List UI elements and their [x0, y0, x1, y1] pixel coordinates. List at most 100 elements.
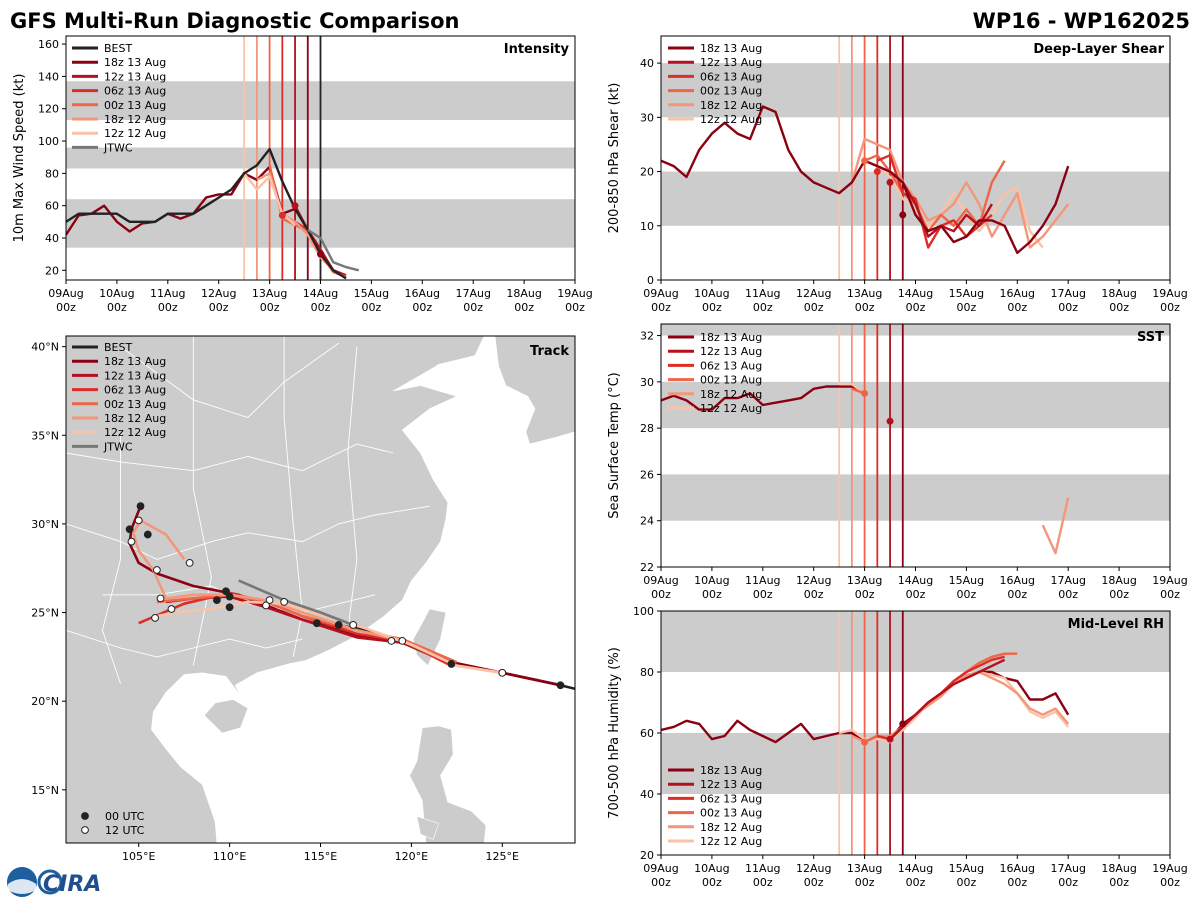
track-marker-00utc: [312, 619, 321, 628]
shear-point-06z-13-aug: [873, 168, 881, 176]
sst-plot-area: [661, 324, 1170, 567]
rh-xtick-label-hour: 00z: [855, 876, 875, 889]
shear-legend-label-18z-13-aug: 18z 13 Aug: [700, 42, 762, 55]
shear-panel-title: Deep-Layer Shear: [1033, 42, 1164, 57]
track-panel: 105°E 110°E 115°E 120°E 125°E 15°N 20°N 25°N 30°…: [31, 335, 576, 863]
track-marker-12utc: [127, 537, 136, 546]
intensity-ytick-label: 140: [38, 70, 59, 83]
sst-series-18z-12-aug: [1041, 497, 1070, 555]
intensity-xtick-label-hour: 00z: [565, 301, 585, 314]
rh-xtick-label-hour: 00z: [1160, 876, 1180, 889]
track-land-korea: [494, 336, 575, 445]
intensity-xtick-label-date: 16Aug: [405, 287, 440, 300]
track-line-12z-12-aug: [156, 600, 503, 675]
shear-xtick-label-date: 16Aug: [1000, 287, 1035, 300]
shear-xtick-label-hour: 00z: [804, 301, 824, 314]
intensity-point-06z-13-aug: [278, 211, 286, 219]
shear-xtick-label-hour: 00z: [957, 301, 977, 314]
intensity-panel: 2040608010012014016009Aug00z10Aug00z11Au…: [12, 35, 593, 314]
track-marker-12utc: [349, 621, 358, 629]
shear-band-1: [661, 63, 1170, 118]
rh-ytick-label: 40: [640, 788, 654, 801]
intensity-series-best: [66, 147, 347, 280]
intensity-xtick-label-date: 13Aug: [252, 287, 287, 300]
rh-xtick-label-date: 09Aug: [643, 862, 678, 875]
shear-point-18z-13-aug: [899, 211, 907, 219]
rh-xtick-label-date: 11Aug: [745, 862, 780, 875]
track-marker-12utc: [151, 613, 159, 622]
intensity-ytick-label: 160: [38, 38, 59, 51]
rh-xtick-label-hour: 00z: [906, 876, 926, 889]
rh-xtick-label-date: 15Aug: [949, 862, 984, 875]
track-land-mindoro: [416, 815, 440, 840]
cira-globe-icon: [37, 869, 63, 895]
track-marker-12utc: [398, 637, 407, 645]
track-legend-label-06z-13-aug: 06z 13 Aug: [104, 384, 166, 397]
intensity-ytick-label: 20: [45, 264, 59, 277]
rh-point-12z-13-aug: [886, 735, 894, 743]
intensity-xtick-label-date: 12Aug: [201, 287, 236, 300]
track-marker-12utc: [185, 559, 194, 567]
intensity-xtick-label-date: 10Aug: [99, 287, 134, 300]
sst-panel-title: SST: [1137, 330, 1164, 345]
sst-xtick-label-hour: 00z: [804, 588, 824, 601]
track-legend-label-jtwc: JTWC: [103, 440, 133, 453]
sst-xtick-label-hour: 00z: [855, 588, 875, 601]
track-province-border-8: [101, 435, 121, 684]
sst-xtick-label-date: 18Aug: [1101, 574, 1136, 587]
sst-ytick-label: 28: [640, 422, 654, 435]
rh-band-0: [661, 733, 1170, 794]
sst-xtick-label-date: 12Aug: [796, 574, 831, 587]
rh-panel: 2040608010009Aug00z10Aug00z11Aug00z12Aug…: [607, 605, 1188, 889]
shear-series-00z-13-aug: [864, 154, 1006, 233]
track-legend-label-12z-13-aug: 12z 13 Aug: [104, 369, 166, 382]
track-province-border-0: [120, 342, 339, 419]
track-line-18z-12-aug: [132, 519, 503, 675]
rh-ylabel: 700-500 hPa Humidity (%): [607, 647, 622, 819]
rh-plot-area: [661, 611, 1170, 855]
track-province-border-6: [283, 336, 303, 657]
sst-xtick-label-hour: 00z: [1160, 588, 1180, 601]
shear-xtick-label-date: 10Aug: [694, 287, 729, 300]
sst-band-2: [661, 324, 1170, 336]
track-marker-12utc: [167, 605, 176, 613]
shear-xtick-label-date: 17Aug: [1050, 287, 1085, 300]
sst-legend-label-18z-13-aug: 18z 13 Aug: [700, 331, 762, 344]
rh-series-12z-13-aug: [889, 658, 1006, 740]
shear-xtick-label-hour: 00z: [753, 301, 773, 314]
intensity-ytick-label: 80: [45, 167, 59, 180]
sst-xtick-label-date: 13Aug: [847, 574, 882, 587]
track-xtick-label: 120°E: [395, 850, 428, 863]
sst-xtick-label-hour: 00z: [906, 588, 926, 601]
intensity-xtick-label-hour: 00z: [158, 301, 178, 314]
sst-xtick-label-hour: 00z: [702, 588, 722, 601]
sst-ylabel: Sea Surface Temp (°C): [607, 372, 622, 519]
rh-legend-label-18z-12-aug: 18z 12 Aug: [700, 821, 762, 834]
shear-ytick-label: 0: [647, 274, 654, 287]
intensity-point-18z-13-aug: [317, 250, 324, 258]
track-xtick-label: 110°E: [213, 850, 246, 863]
track-panel-title: Track: [530, 344, 569, 359]
sst-band-1: [661, 381, 1170, 429]
sst-point-00z-13-aug: [861, 389, 869, 397]
sst-legend-label-12z-13-aug: 12z 13 Aug: [700, 345, 762, 358]
track-legend-label-18z-12-aug: 18z 12 Aug: [104, 412, 166, 425]
intensity-series-jtwc: [307, 228, 359, 272]
intensity-xtick-label-hour: 00z: [514, 301, 534, 314]
intensity-xtick-label-hour: 00z: [311, 301, 331, 314]
cira-logo: CIRA: [7, 867, 101, 897]
cira-logo-text: CIRA: [43, 872, 101, 897]
shear-xtick-label-date: 14Aug: [898, 287, 933, 300]
intensity-xtick-label-hour: 00z: [260, 301, 280, 314]
track-marker-00utc: [125, 525, 134, 534]
storm-id: WP16 - WP162025: [973, 9, 1190, 33]
shear-plot-area: [661, 36, 1170, 280]
figure-title: GFS Multi-Run Diagnostic Comparison: [10, 9, 459, 33]
rh-xtick-label-hour: 00z: [1007, 876, 1027, 889]
track-legend-label-00z-13-aug: 00z 13 Aug: [104, 398, 166, 411]
shear-xtick-label-hour: 00z: [1109, 301, 1129, 314]
intensity-xtick-label-date: 14Aug: [303, 287, 338, 300]
sst-xtick-label-date: 15Aug: [949, 574, 984, 587]
rh-panel-title: Mid-Level RH: [1068, 617, 1164, 632]
